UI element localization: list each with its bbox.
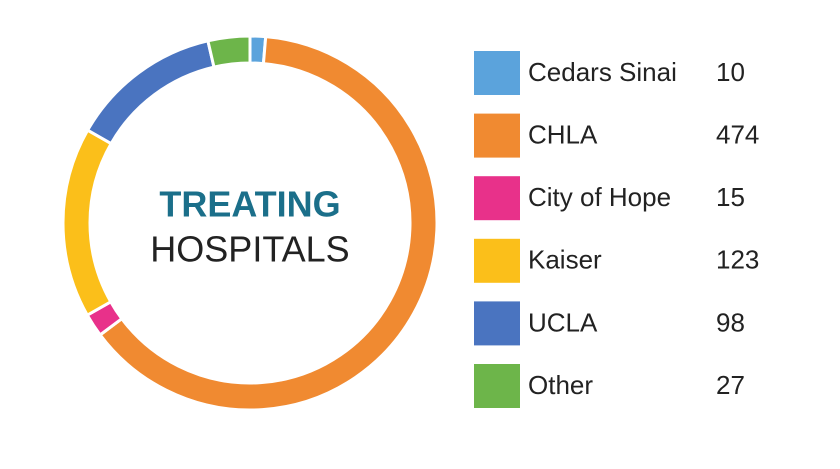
legend-swatch [474,364,520,408]
legend-swatch [474,238,520,283]
legend-value: 27 [716,370,745,400]
legend-swatch [474,176,520,221]
legend-value: 15 [716,182,745,212]
donut-segment [206,34,252,69]
legend-swatch [474,113,520,158]
legend-label: CHLA [528,119,598,149]
legend-value: 10 [716,57,745,87]
legend-value: 98 [716,307,745,337]
legend-label: UCLA [528,307,598,337]
donut-segment [98,35,439,412]
chart-title: TREATING [159,184,340,225]
legend-swatch [474,51,520,95]
legend-swatch [474,301,520,346]
legend-label: City of Hope [528,182,671,212]
legend-value: 474 [716,119,759,149]
chart-subtitle: HOSPITALS [150,229,349,270]
legend-value: 123 [716,245,759,275]
legend-label: Other [528,370,593,400]
legend-label: Kaiser [528,245,602,275]
legend-label: Cedars Sinai [528,57,677,87]
